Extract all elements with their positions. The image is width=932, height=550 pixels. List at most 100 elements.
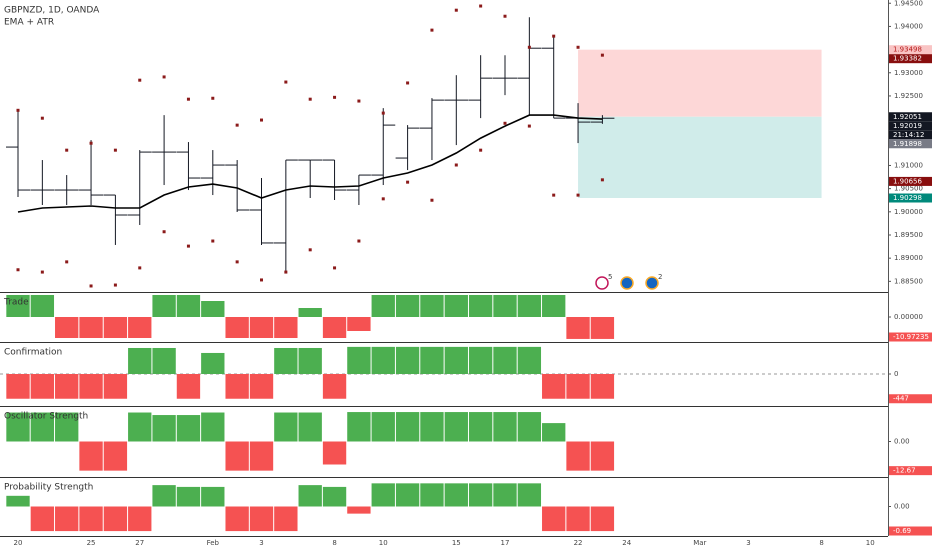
panel-title: Oscillator Strength — [4, 412, 88, 422]
indicator-bar — [493, 295, 517, 317]
indicator-bar — [249, 506, 274, 532]
atr-dot — [576, 193, 580, 197]
event-icon[interactable] — [620, 276, 634, 290]
price-label: 1.90656 — [893, 177, 922, 185]
indicator-bar — [542, 423, 566, 442]
atr-dot — [430, 198, 434, 202]
atr-dot — [65, 148, 69, 152]
panel-title: Confirmation — [4, 348, 62, 358]
x-tick-label: 24 — [622, 539, 631, 547]
y-tick-label: 0.00 — [894, 438, 910, 446]
indicator-bar — [30, 374, 55, 399]
atr-dot — [260, 118, 263, 122]
indicator-bar — [322, 374, 347, 399]
indicator-bar — [55, 506, 79, 532]
indicator-bar — [590, 506, 615, 532]
indicator-bar — [128, 347, 152, 374]
indicator-bar — [152, 347, 176, 374]
indicator-bar — [395, 295, 420, 317]
x-tick-label: 15 — [452, 539, 461, 547]
y-tick-label: 0 — [894, 370, 898, 378]
indicator-bar — [542, 374, 566, 399]
indicator-bar — [395, 412, 420, 442]
event-badge: 5 — [608, 273, 612, 281]
last-value-label: -0.69 — [893, 527, 911, 535]
indicator-bar — [249, 441, 274, 471]
atr-dot — [576, 45, 580, 49]
atr-dot — [357, 239, 361, 243]
indicator-bar — [347, 506, 371, 514]
indicator-bar — [128, 506, 152, 532]
atr-dot — [479, 148, 483, 152]
indicator-bar — [201, 486, 225, 507]
indicator-bar — [542, 506, 566, 532]
atr-dot — [406, 180, 410, 184]
event-icon[interactable] — [595, 276, 609, 290]
indicator-bar — [566, 317, 590, 339]
indicator-bar — [566, 374, 590, 399]
indicator-bar — [444, 412, 468, 442]
indicator-bar — [55, 412, 79, 442]
atr-dot — [333, 266, 337, 270]
atr-dot — [454, 163, 458, 167]
price-axis-bg — [888, 0, 932, 550]
x-tick-label: 20 — [14, 539, 23, 547]
indicator-bar — [371, 412, 395, 442]
x-tick-label: Feb — [207, 539, 220, 547]
indicator-bar — [225, 374, 249, 399]
indicator-bar — [395, 483, 420, 507]
atr-dot — [162, 230, 166, 234]
indicator-bar — [298, 308, 322, 317]
indicator-bar — [225, 441, 249, 471]
indicator-bar — [79, 441, 103, 471]
indicator-bar — [79, 374, 103, 399]
x-tick-label: Mar — [693, 539, 706, 547]
indicator-bar — [468, 483, 493, 507]
indicator-bar — [517, 295, 542, 317]
y-tick-label: 1.93000 — [894, 69, 923, 77]
x-tick-label: 8 — [332, 539, 336, 547]
atr-dot — [357, 99, 361, 103]
last-value-bg — [889, 332, 932, 342]
indicator-bar — [6, 374, 30, 399]
indicator-bar — [103, 374, 128, 399]
indicator-bar — [542, 295, 566, 317]
indicator-bar — [176, 486, 201, 507]
indicator-bar — [347, 346, 371, 374]
indicator-bar — [420, 483, 444, 507]
indicator-bar — [274, 347, 298, 374]
indicator-bar — [590, 374, 615, 399]
indicator-bar — [371, 346, 395, 374]
indicator-bar — [79, 506, 103, 532]
indicator-bar — [468, 346, 493, 374]
indicator-bar — [468, 412, 493, 442]
atr-dot — [186, 244, 190, 248]
price-label-bg — [889, 193, 932, 203]
atr-dot — [284, 80, 288, 84]
indicator-bar — [274, 317, 298, 338]
indicator-bar — [493, 346, 517, 374]
atr-dot — [40, 116, 44, 120]
price-label-bg — [889, 139, 932, 149]
indicator-bar — [6, 295, 30, 317]
atr-dot — [527, 45, 531, 49]
indicator-bar — [566, 441, 590, 471]
atr-dot — [527, 124, 531, 128]
x-tick-label: 10 — [379, 539, 388, 547]
indicator-bar — [6, 495, 30, 507]
indicator-bar — [176, 374, 201, 399]
indicator-bar — [201, 412, 225, 442]
indicator-bar — [176, 415, 201, 442]
atr-dot — [211, 239, 215, 243]
indicator-bar — [103, 317, 128, 338]
last-value-bg — [889, 526, 932, 536]
atr-dot — [89, 284, 93, 288]
indicator-bar — [274, 506, 298, 532]
event-icon[interactable] — [645, 276, 659, 290]
indicator-bar — [347, 317, 371, 331]
x-tick-label: 8 — [819, 539, 823, 547]
indicator-bar — [249, 317, 274, 338]
atr-dot — [503, 14, 507, 18]
last-value-bg — [889, 466, 932, 476]
